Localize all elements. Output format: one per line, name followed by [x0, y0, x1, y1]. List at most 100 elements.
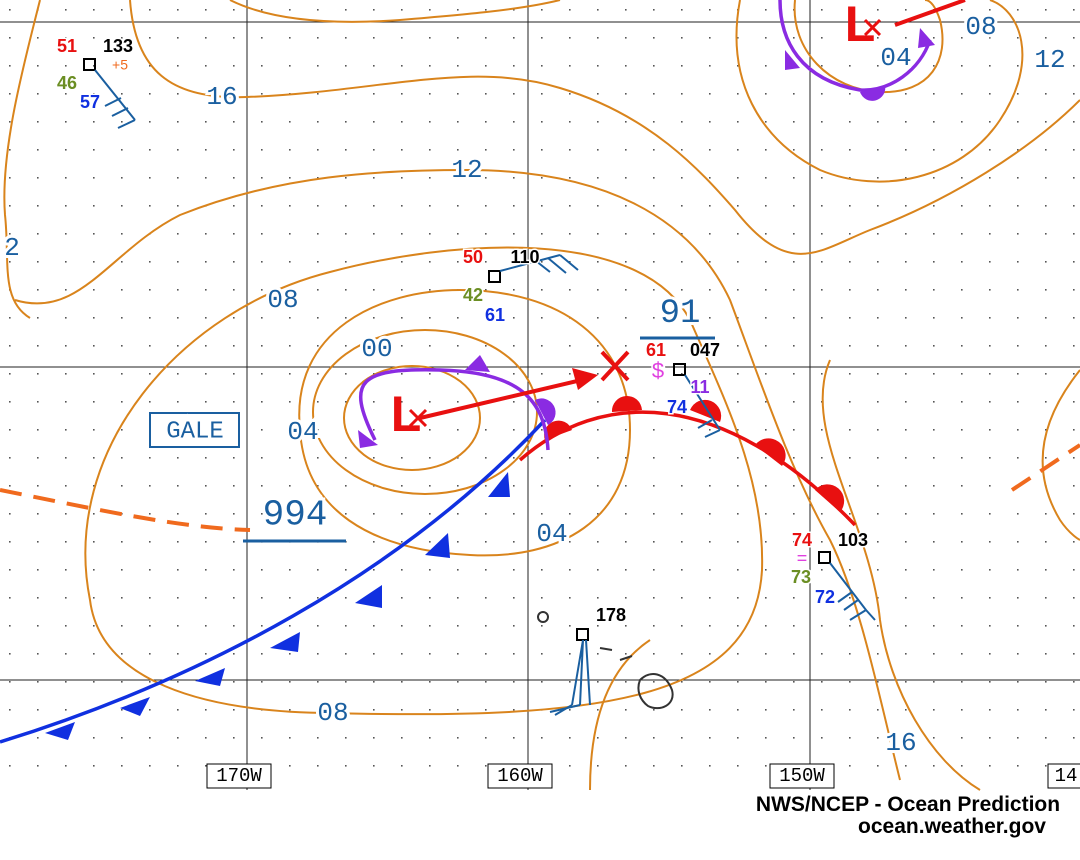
station-plots-path — [599, 647, 674, 710]
storm-track — [408, 0, 966, 428]
occluded-front-path — [860, 85, 886, 101]
central-pressures: 994 91 — [243, 292, 715, 543]
cold-front-path — [0, 418, 547, 744]
occluded-front — [358, 0, 935, 451]
credit-agency: NWS/NCEP - Ocean Prediction — [756, 793, 1060, 816]
cold-front-g-polygon — [355, 585, 382, 608]
station-plots — [83, 58, 876, 716]
station-sst: 57 — [80, 92, 100, 112]
station-plots-rect — [818, 551, 831, 564]
station-plots-path — [684, 374, 721, 438]
storm-track-line — [419, 376, 591, 420]
gale-boundaries-path — [0, 488, 251, 532]
gale-boundaries — [0, 443, 1080, 532]
isobars-path — [735, 0, 1024, 183]
isobar-label: 08 — [267, 285, 298, 315]
station-sst: 72 — [815, 587, 835, 607]
storm-track-polygon — [572, 368, 598, 390]
station-temp: 61 — [646, 340, 666, 360]
isobar-label: 04 — [880, 43, 911, 73]
station-dewpoint: 46 — [57, 73, 77, 93]
station-pressure: 178 — [596, 605, 626, 625]
warm-front-g-path — [755, 438, 786, 466]
occluded-front-polygon — [785, 50, 800, 70]
cold-front-g-polygon — [270, 632, 300, 652]
lows: L L — [391, 0, 876, 442]
station-plots-rect — [83, 58, 96, 71]
longitude-labels-rect — [769, 763, 835, 789]
station-plots-path — [94, 69, 136, 129]
longitude-labels-rect — [487, 763, 553, 789]
occluded-front-path — [535, 398, 556, 425]
cold-front — [0, 418, 547, 744]
storm-track-line — [863, 18, 882, 37]
central-pressure: 91 — [660, 295, 701, 333]
isobar-label: 2 — [4, 233, 20, 263]
isobar-label: 04 — [287, 417, 318, 447]
station-values: 51 133 +5 46 57 50 110 42 61 61 047 $ 11… — [55, 34, 869, 626]
central-pressure: 994 — [263, 495, 328, 536]
station-sst: 74 — [667, 397, 687, 417]
station-plots-path — [549, 639, 591, 716]
station-dewpoint: 73 — [791, 567, 811, 587]
storm-track-line — [894, 0, 966, 27]
isobar-label: 12 — [1034, 45, 1065, 75]
station-sst: 61 — [485, 305, 505, 325]
cold-front-g-polygon — [120, 697, 150, 716]
isobars-path — [589, 639, 651, 791]
station-dewpoint: 42 — [463, 285, 483, 305]
isobars-path — [129, 0, 1080, 255]
gale-boundaries-path — [1010, 443, 1080, 492]
station-pressure: 103 — [838, 530, 868, 550]
longitude-label: 170W — [216, 765, 262, 787]
longitude-labels-rect — [206, 763, 272, 789]
cold-front-g-polygon — [195, 668, 225, 686]
warm-front-g-path — [690, 399, 722, 422]
isobar-label: 16 — [206, 82, 237, 112]
warm-front — [518, 395, 857, 527]
warm-front-g-path — [544, 420, 572, 440]
cold-front-g-polygon — [488, 472, 510, 497]
low-symbol: L — [845, 0, 876, 52]
isobars-path — [821, 359, 981, 791]
station-temp: 51 — [57, 36, 77, 56]
longitude-labels: 170W 160W 150W 14 — [206, 763, 1080, 789]
longitude-label: 160W — [497, 765, 543, 787]
isobars-ellipse — [343, 365, 481, 471]
station-plots-path — [829, 562, 876, 621]
longitude-label: 14 — [1055, 765, 1078, 787]
isobars — [3, 0, 1080, 791]
isobars-path — [1041, 369, 1080, 541]
isobars-path — [3, 0, 41, 319]
occluded-front-path — [778, 0, 932, 92]
station-symbol: = — [797, 548, 808, 568]
cold-front-g-polygon — [425, 533, 450, 558]
occluded-front-path — [358, 368, 550, 451]
longitude-label: 150W — [779, 765, 825, 787]
station-plots-circle — [537, 611, 549, 623]
gale-warning-rect — [149, 412, 240, 448]
cold-front-g — [45, 472, 510, 740]
isobars-path — [14, 168, 901, 781]
station-pressure: 133 — [103, 36, 133, 56]
station-plots-path — [499, 254, 579, 274]
isobar-label: 08 — [317, 698, 348, 728]
isobar-label: 04 — [536, 519, 567, 549]
isobar-labels: 16 12 08 00 04 04 08 2 08 04 12 16 — [1, 9, 1068, 761]
station-temp: 74 — [792, 530, 812, 550]
storm-track-line — [600, 350, 630, 382]
occluded-front-polygon — [358, 430, 378, 448]
warm-front-g — [544, 395, 845, 512]
station-pressure: 047 — [690, 340, 720, 360]
credit-site: ocean.weather.gov — [858, 815, 1046, 838]
gale-warning: GALE — [149, 412, 240, 448]
storm-track-line — [408, 408, 428, 428]
isobars-path — [84, 246, 764, 716]
cold-front-g-polygon — [45, 722, 75, 740]
credit: NWS/NCEP - Ocean Prediction ocean.weathe… — [756, 793, 1060, 838]
station-symbol: $ — [652, 358, 664, 383]
station-wave: 11 — [690, 377, 709, 397]
isobar-label: 16 — [885, 728, 916, 758]
warm-front-g-path — [611, 395, 642, 412]
isobars-path — [298, 288, 632, 557]
